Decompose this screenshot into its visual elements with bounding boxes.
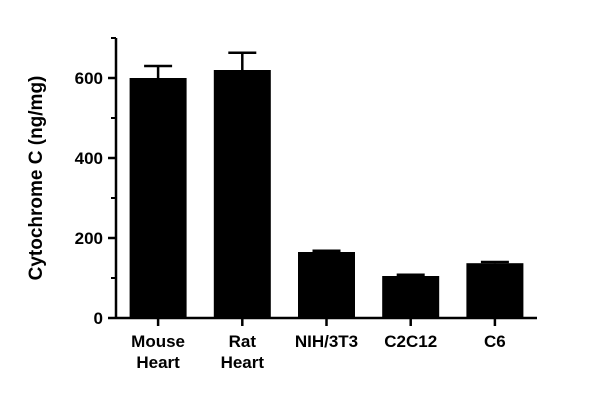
x-tick-label: C2C12 bbox=[384, 332, 437, 351]
y-tick-label: 200 bbox=[75, 229, 103, 248]
bar bbox=[298, 252, 355, 318]
bars bbox=[129, 51, 524, 318]
x-tick-label: Heart bbox=[136, 353, 180, 372]
y-tick-label: 0 bbox=[94, 309, 103, 328]
bar bbox=[382, 276, 440, 318]
bar bbox=[466, 263, 524, 318]
x-tick-label: Rat bbox=[229, 332, 257, 351]
x-tick-label: C6 bbox=[484, 332, 506, 351]
y-tick-label: 400 bbox=[75, 149, 103, 168]
y-tick-label: 600 bbox=[75, 69, 103, 88]
y-axis-title: Cytochrome C (ng/mg) bbox=[26, 76, 47, 281]
x-tick-label: NIH/3T3 bbox=[295, 332, 358, 351]
x-tick-label: Mouse bbox=[131, 332, 185, 351]
bar bbox=[213, 70, 271, 318]
bar bbox=[129, 78, 187, 318]
x-axis: Mouse Heart Rat Heart NIH/3T3 C2C12 C6 bbox=[116, 316, 537, 372]
x-tick-label: Heart bbox=[221, 353, 265, 372]
y-axis: 0 200 400 600 bbox=[75, 37, 118, 328]
